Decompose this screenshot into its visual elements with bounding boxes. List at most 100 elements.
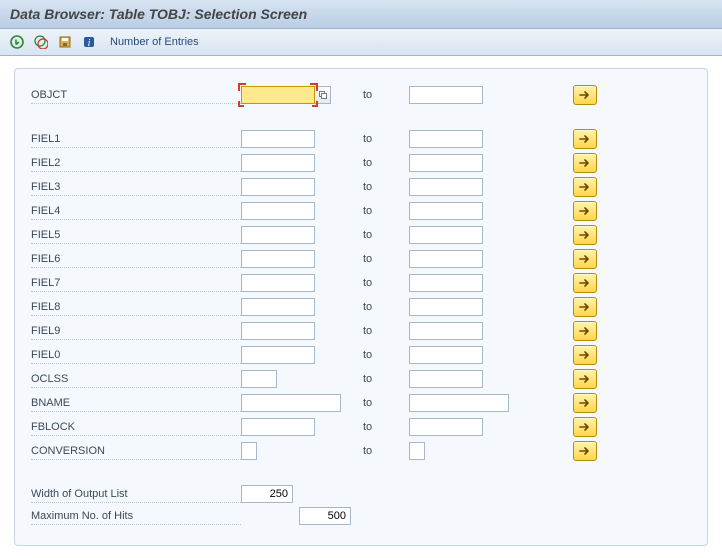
field-high-input[interactable] (409, 442, 425, 460)
multiple-selection-button[interactable] (573, 201, 597, 221)
field-row-objct: OBJCT to (31, 83, 691, 107)
focus-indicator (241, 86, 315, 104)
multiple-selection-button[interactable] (573, 393, 597, 413)
to-label: to (363, 373, 409, 385)
field-low-input[interactable] (241, 178, 315, 196)
field-label: BNAME (31, 394, 241, 412)
field-low-input[interactable] (241, 394, 341, 412)
multiple-selection-button[interactable] (573, 153, 597, 173)
multiple-selection-button[interactable] (573, 369, 597, 389)
field-low-input[interactable] (241, 226, 315, 244)
field-low-input[interactable] (241, 322, 315, 340)
field-label: FIEL7 (31, 274, 241, 292)
field-low-input[interactable] (241, 154, 315, 172)
field-label: FIEL2 (31, 154, 241, 172)
field-high-input[interactable] (409, 394, 509, 412)
max-hits-row: Maximum No. of Hits (31, 505, 691, 527)
toolbar: i Number of Entries (0, 29, 722, 56)
objct-high-input[interactable] (409, 86, 483, 104)
multiple-selection-button[interactable] (573, 297, 597, 317)
field-row: FIEL3to (31, 175, 691, 199)
max-hits-label: Maximum No. of Hits (31, 507, 241, 525)
field-high-input[interactable] (409, 322, 483, 340)
field-low-input[interactable] (241, 418, 315, 436)
field-high-input[interactable] (409, 202, 483, 220)
execute-icon[interactable] (8, 33, 26, 51)
field-label: FIEL9 (31, 322, 241, 340)
field-label: FBLOCK (31, 418, 241, 436)
field-high-input[interactable] (409, 298, 483, 316)
field-row: OCLSSto (31, 367, 691, 391)
field-label: FIEL5 (31, 226, 241, 244)
to-label: to (363, 349, 409, 361)
field-high-input[interactable] (409, 178, 483, 196)
info-icon[interactable]: i (80, 33, 98, 51)
field-row: FIEL2to (31, 151, 691, 175)
field-row: BNAME to (31, 391, 691, 415)
multiple-selection-button[interactable] (573, 417, 597, 437)
field-row: FIEL0 to (31, 343, 691, 367)
selection-panel: OBJCT to FIEL1t (14, 68, 708, 546)
field-low-input[interactable] (241, 370, 277, 388)
svg-text:i: i (88, 38, 91, 49)
multiple-selection-button[interactable] (573, 249, 597, 269)
field-low-input[interactable] (241, 442, 257, 460)
multiple-selection-button[interactable] (573, 273, 597, 293)
field-high-input[interactable] (409, 418, 483, 436)
width-label: Width of Output List (31, 485, 241, 503)
field-row: FIEL9 to (31, 319, 691, 343)
field-high-input[interactable] (409, 274, 483, 292)
to-label: to (363, 445, 409, 457)
to-label: to (363, 397, 409, 409)
field-high-input[interactable] (409, 370, 483, 388)
field-row: FIEL7 to (31, 271, 691, 295)
multiple-selection-button[interactable] (573, 129, 597, 149)
field-low-input[interactable] (241, 250, 315, 268)
field-low-input[interactable] (241, 202, 315, 220)
number-of-entries-link[interactable]: Number of Entries (110, 36, 199, 48)
field-label: FIEL0 (31, 346, 241, 364)
width-of-output-row: Width of Output List (31, 483, 691, 505)
field-label: CONVERSION (31, 442, 241, 460)
field-low-input[interactable] (241, 346, 315, 364)
max-hits-input[interactable] (299, 507, 351, 525)
multiple-selection-button[interactable] (573, 441, 597, 461)
field-low-input[interactable] (241, 298, 315, 316)
field-low-input[interactable] (241, 130, 315, 148)
field-row: FBLOCK to (31, 415, 691, 439)
field-row: FIEL4 to (31, 199, 691, 223)
to-label: to (363, 229, 409, 241)
to-label: to (363, 133, 409, 145)
field-row: FIEL1 to (31, 127, 691, 151)
field-label: FIEL6 (31, 250, 241, 268)
multiple-selection-button[interactable] (573, 345, 597, 365)
field-high-input[interactable] (409, 130, 483, 148)
field-high-input[interactable] (409, 226, 483, 244)
to-label: to (363, 89, 409, 101)
multiple-selection-button[interactable] (573, 85, 597, 105)
field-row: FIEL5 to (31, 223, 691, 247)
multiple-selection-button[interactable] (573, 177, 597, 197)
to-label: to (363, 421, 409, 433)
field-row: FIEL6to (31, 247, 691, 271)
field-label: FIEL8 (31, 298, 241, 316)
window-title: Data Browser: Table TOBJ: Selection Scre… (0, 0, 722, 29)
width-of-output-input[interactable] (241, 485, 293, 503)
to-label: to (363, 325, 409, 337)
field-high-input[interactable] (409, 346, 483, 364)
field-low-input[interactable] (241, 274, 315, 292)
multiple-selection-button[interactable] (573, 321, 597, 341)
field-high-input[interactable] (409, 154, 483, 172)
field-high-input[interactable] (409, 250, 483, 268)
to-label: to (363, 205, 409, 217)
objct-low-input[interactable] (241, 86, 315, 104)
to-label: to (363, 277, 409, 289)
field-row: FIEL8 to (31, 295, 691, 319)
save-icon[interactable] (56, 33, 74, 51)
field-label: FIEL1 (31, 130, 241, 148)
execute-variant-icon[interactable] (32, 33, 50, 51)
to-label: to (363, 181, 409, 193)
multiple-selection-button[interactable] (573, 225, 597, 245)
field-label: FIEL4 (31, 202, 241, 220)
to-label: to (363, 301, 409, 313)
